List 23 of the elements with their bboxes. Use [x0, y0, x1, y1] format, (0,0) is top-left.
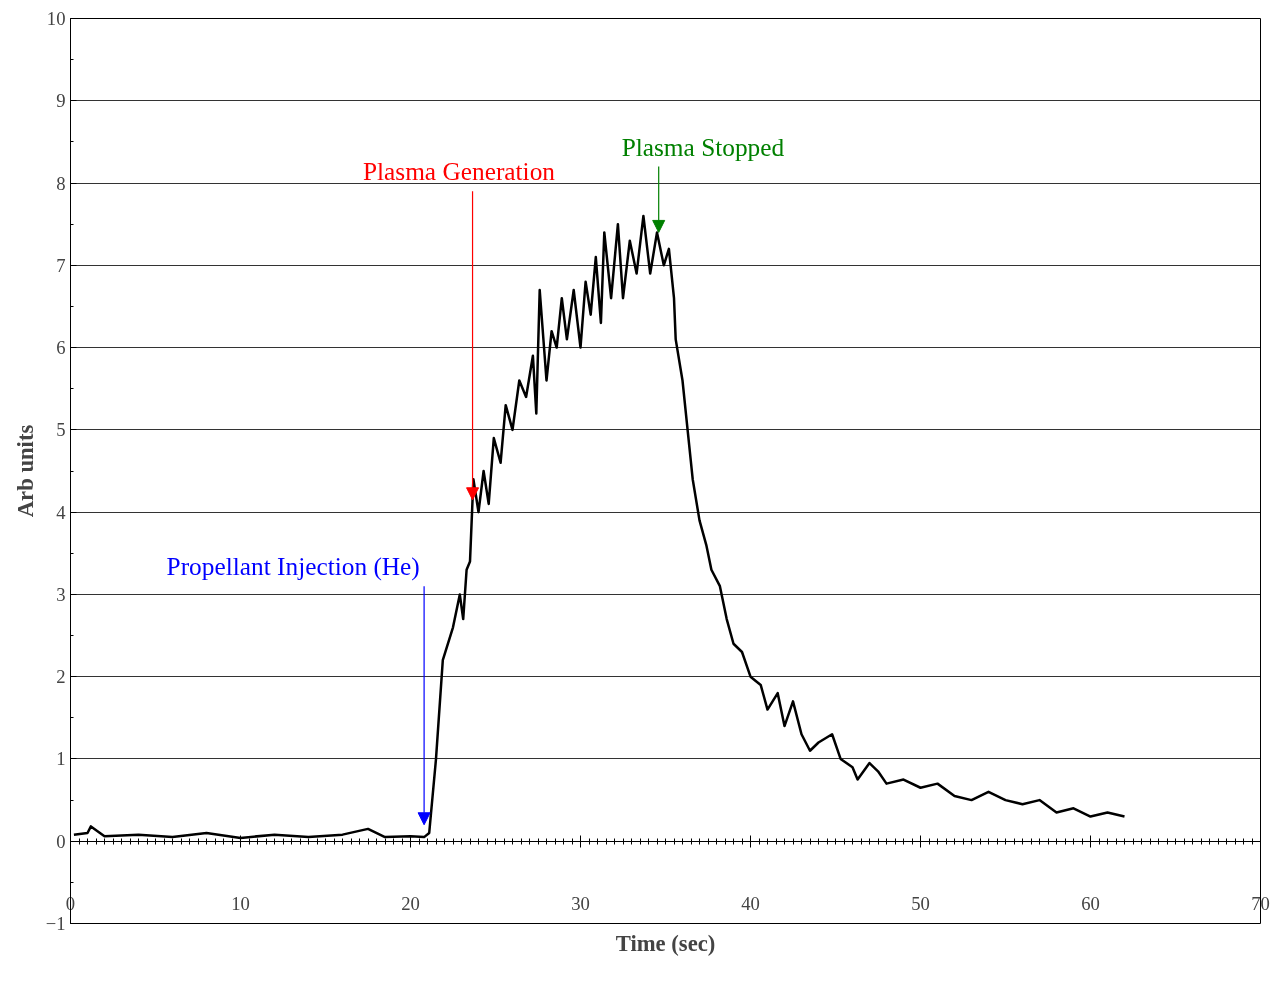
- y-tick-label: 3: [56, 583, 66, 605]
- x-tick-label: 40: [741, 892, 760, 914]
- y-tick-label: 6: [56, 337, 66, 359]
- y-tick-label: 2: [56, 666, 66, 688]
- y-tick-label: 1: [56, 748, 66, 770]
- y-axis-title: Arb units: [12, 424, 38, 518]
- x-tick-label: 50: [911, 892, 930, 914]
- annotation: Plasma Generation: [362, 157, 556, 186]
- x-tick-label: 10: [231, 892, 250, 914]
- y-tick-label: 8: [56, 172, 66, 194]
- y-tick-label: −1: [45, 913, 66, 934]
- annotation: Plasma Stopped: [621, 132, 785, 161]
- y-tick-label: 9: [56, 90, 66, 112]
- annotation: Propellant Injection (He): [166, 552, 420, 582]
- x-tick-label: 20: [401, 892, 420, 914]
- x-tick-label: 30: [571, 892, 590, 914]
- y-tick-label: 10: [46, 8, 66, 29]
- y-tick-label: 5: [56, 419, 66, 441]
- x-tick-label: 60: [1081, 892, 1100, 914]
- x-axis-title: Time (sec): [615, 930, 716, 956]
- y-tick-label: 0: [56, 830, 66, 852]
- y-tick-label: 7: [56, 254, 66, 276]
- y-tick-label: 4: [56, 501, 67, 523]
